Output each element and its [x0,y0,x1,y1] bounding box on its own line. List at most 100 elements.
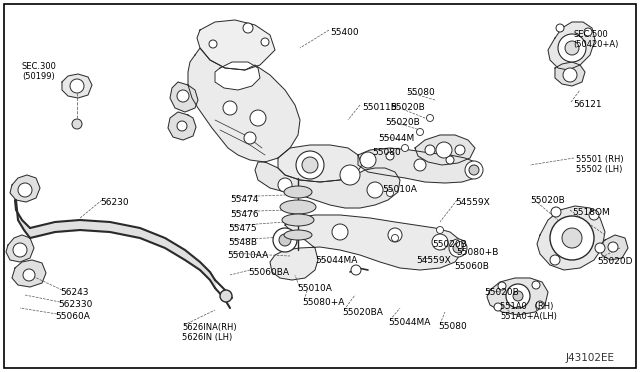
Circle shape [302,157,318,173]
Text: 55501 (RH)
55502 (LH): 55501 (RH) 55502 (LH) [576,155,623,174]
Text: 562330: 562330 [58,300,92,309]
Circle shape [70,79,84,93]
Circle shape [425,145,435,155]
Circle shape [244,132,256,144]
Circle shape [23,269,35,281]
Text: 55020B: 55020B [530,196,564,205]
Circle shape [223,101,237,115]
Circle shape [243,23,253,33]
Text: 55080: 55080 [372,148,401,157]
Text: 56230: 56230 [100,198,129,207]
Circle shape [562,228,582,248]
Text: 55400: 55400 [330,28,358,37]
Ellipse shape [282,214,314,226]
Circle shape [18,183,32,197]
Circle shape [436,142,452,158]
Text: 55010A: 55010A [382,185,417,194]
Circle shape [273,228,297,252]
Circle shape [584,28,592,36]
Text: 55020B: 55020B [484,288,519,297]
Text: 55080+B: 55080+B [456,248,499,257]
Polygon shape [278,145,362,182]
Circle shape [386,152,394,160]
Circle shape [550,216,594,260]
Ellipse shape [284,186,312,198]
Circle shape [367,182,383,198]
Circle shape [436,227,444,234]
Polygon shape [537,206,605,270]
Circle shape [177,121,187,131]
Polygon shape [62,74,92,98]
Text: 56243: 56243 [60,288,88,297]
Circle shape [432,234,448,250]
Circle shape [401,144,408,151]
Text: 5626INA(RH)
5626IN (LH): 5626INA(RH) 5626IN (LH) [182,323,237,342]
Circle shape [209,40,217,48]
Circle shape [536,301,544,309]
Polygon shape [168,112,196,140]
Circle shape [296,151,324,179]
Polygon shape [600,235,628,260]
Text: J43102EE: J43102EE [566,353,614,363]
Text: 55010A: 55010A [297,284,332,293]
Polygon shape [197,20,275,70]
Circle shape [388,228,402,242]
Polygon shape [15,200,30,238]
Circle shape [449,239,467,257]
Text: 55060A: 55060A [55,312,90,321]
Polygon shape [215,62,260,90]
Polygon shape [555,62,585,86]
Circle shape [513,291,523,301]
Text: 55020D: 55020D [597,257,632,266]
Circle shape [250,110,266,126]
Text: 55080: 55080 [406,88,435,97]
Circle shape [392,234,399,241]
Text: 55476: 55476 [230,210,259,219]
Polygon shape [10,175,40,202]
Circle shape [469,165,479,175]
Circle shape [551,207,561,217]
Circle shape [558,34,586,62]
Circle shape [563,68,577,82]
Text: 55020BA: 55020BA [342,308,383,317]
Ellipse shape [284,230,312,240]
Text: 5548B: 5548B [228,238,257,247]
Text: 55020B: 55020B [432,240,467,249]
Text: 55080: 55080 [438,322,467,331]
Circle shape [13,243,27,257]
Polygon shape [6,235,34,262]
Circle shape [456,241,463,248]
Circle shape [414,159,426,171]
Circle shape [498,282,506,290]
Circle shape [351,265,361,275]
Text: 55475: 55475 [228,224,257,233]
Circle shape [177,90,189,102]
Text: SEC.300
(50199): SEC.300 (50199) [22,62,57,81]
Circle shape [595,243,605,253]
Circle shape [387,189,394,196]
Circle shape [340,165,360,185]
Text: 55474: 55474 [230,195,259,204]
Circle shape [446,156,454,164]
Polygon shape [415,135,475,165]
Circle shape [550,255,560,265]
Text: 56121: 56121 [573,100,602,109]
Text: 55011B: 55011B [362,103,397,112]
Text: 54559X: 54559X [455,198,490,207]
Text: 55080+A: 55080+A [302,298,344,307]
Circle shape [532,281,540,289]
Text: 55020B: 55020B [390,103,425,112]
Text: SEC.500
(50420+A): SEC.500 (50420+A) [573,30,618,49]
Circle shape [220,290,232,302]
Polygon shape [12,260,46,287]
Text: 55044MA: 55044MA [315,256,357,265]
Text: 55060BA: 55060BA [248,268,289,277]
Circle shape [455,145,465,155]
Circle shape [589,210,599,220]
Circle shape [417,128,424,135]
Text: 54559X: 54559X [416,256,451,265]
Circle shape [332,224,348,240]
Text: 5518OM: 5518OM [572,208,610,217]
Polygon shape [548,22,595,70]
Circle shape [360,152,376,168]
